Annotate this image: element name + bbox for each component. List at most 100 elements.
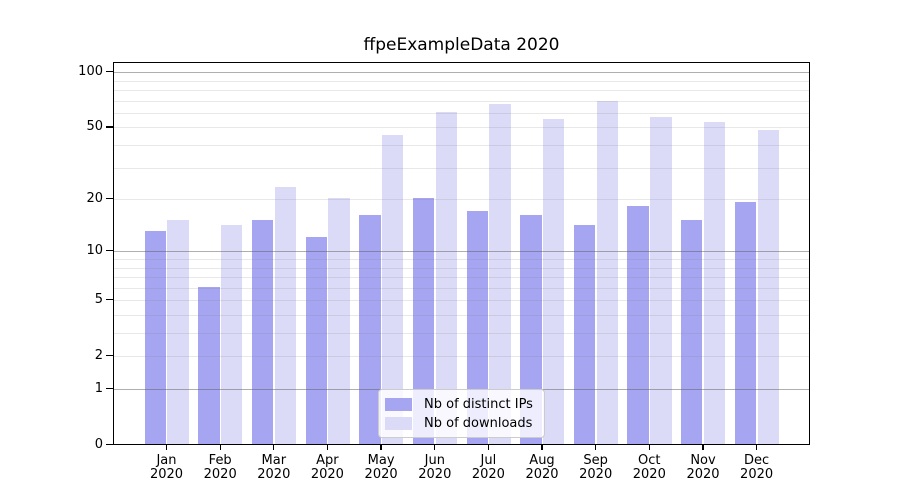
- x-tick-label-month: Feb: [208, 453, 232, 468]
- plot-area: [113, 62, 810, 445]
- gridline-minor: [114, 333, 809, 334]
- x-tick-label-jul: Jul 2020: [456, 454, 520, 481]
- x-tick-label-mar: Mar 2020: [242, 454, 306, 481]
- legend-item-downloads: Nb of downloads: [385, 414, 536, 433]
- x-tick-label-month: Sep: [583, 453, 608, 468]
- x-tick-label-jun: Jun 2020: [403, 454, 467, 481]
- chart-title: ffpeExampleData 2020: [363, 35, 560, 55]
- x-tick-label-feb: Feb 2020: [188, 454, 252, 481]
- bar-downloads-jan: [167, 220, 189, 444]
- y-tick: [106, 126, 113, 128]
- x-tick: [165, 445, 168, 450]
- gridline-major: [114, 72, 809, 74]
- x-tick: [380, 445, 382, 450]
- x-tick-label-year: 2020: [525, 466, 559, 482]
- x-tick-label-month: Mar: [261, 453, 287, 468]
- bar-distinct-ips-mar: [251, 220, 274, 444]
- x-tick-label-nov: Nov 2020: [671, 454, 735, 481]
- gridline-minor: [114, 167, 809, 169]
- gridline-minor: [114, 287, 809, 289]
- y-tick: [106, 250, 113, 252]
- bar-distinct-ips-nov: [681, 220, 703, 444]
- gridline-minor: [114, 259, 809, 260]
- x-tick: [595, 445, 597, 450]
- bar-downloads-nov: [703, 121, 726, 444]
- gridline-minor: [114, 100, 809, 102]
- y-tick: [106, 299, 113, 301]
- gridline-minor: [114, 277, 809, 278]
- x-tick-label-year: 2020: [632, 466, 666, 482]
- x-tick-label-month: Apr: [316, 453, 339, 468]
- x-tick: [326, 445, 329, 450]
- x-tick-label-jan: Jan 2020: [135, 454, 199, 481]
- x-tick-label-month: Nov: [690, 453, 716, 468]
- y-tick: [106, 387, 113, 390]
- x-tick-label-month: Jan: [156, 453, 177, 468]
- legend-label-downloads: Nb of downloads: [424, 416, 533, 431]
- x-tick-label-year: 2020: [471, 466, 505, 482]
- gridline-minor: [114, 112, 809, 114]
- y-tick-label: 5: [94, 291, 103, 307]
- bar-distinct-ips-jan: [144, 230, 166, 444]
- gridline-minor: [114, 145, 809, 146]
- x-tick-label-month: Aug: [529, 453, 555, 468]
- y-tick-label: 50: [86, 118, 103, 134]
- y-tick-label: 0: [94, 436, 103, 452]
- y-tick-label: 20: [86, 190, 103, 206]
- x-tick: [273, 445, 275, 450]
- y-tick: [106, 197, 113, 200]
- x-tick-label-month: Jun: [424, 453, 445, 468]
- bar-downloads-apr: [328, 198, 350, 444]
- x-tick: [541, 445, 543, 450]
- gridline-minor: [114, 356, 809, 358]
- bar-downloads-may: [382, 134, 404, 444]
- gridline-minor: [114, 315, 809, 316]
- y-tick: [106, 355, 113, 357]
- x-tick-label-may: May 2020: [349, 454, 413, 481]
- x-tick: [434, 445, 436, 450]
- y-tick-label: 2: [94, 347, 103, 363]
- bar-downloads-sep: [596, 100, 618, 444]
- gridline-minor: [114, 80, 809, 82]
- bar-distinct-ips-oct: [627, 206, 649, 444]
- x-tick-label-year: 2020: [310, 466, 344, 482]
- x-tick-label-year: 2020: [203, 466, 237, 482]
- x-tick-label-year: 2020: [257, 466, 291, 482]
- bar-downloads-aug: [542, 118, 565, 444]
- x-tick-label-month: Oct: [638, 453, 661, 468]
- bar-downloads-jul: [489, 104, 511, 444]
- y-tick-label: 1: [94, 380, 103, 396]
- bar-distinct-ips-may: [359, 215, 381, 444]
- legend: Nb of distinct IPs Nb of downloads: [378, 389, 545, 438]
- bar-distinct-ips-jul: [466, 210, 488, 444]
- x-tick: [487, 445, 490, 450]
- x-tick-label-sep: Sep 2020: [564, 454, 628, 481]
- bar-distinct-ips-apr: [305, 236, 327, 444]
- x-tick-label-month: Jul: [480, 453, 497, 468]
- bar-distinct-ips-feb: [198, 286, 220, 444]
- x-tick-label-year: 2020: [686, 466, 720, 482]
- x-tick-label-year: 2020: [418, 466, 452, 482]
- x-tick-label-month: May: [367, 453, 395, 468]
- x-tick: [702, 445, 704, 450]
- x-tick-label-apr: Apr 2020: [295, 454, 359, 481]
- gridline-minor: [114, 300, 809, 302]
- x-tick-label-year: 2020: [149, 466, 184, 482]
- legend-swatch-downloads: [385, 417, 412, 430]
- x-tick-label-year: 2020: [364, 466, 398, 482]
- bar-downloads-dec: [757, 129, 779, 444]
- y-tick-label: 100: [78, 63, 103, 79]
- x-tick: [648, 445, 650, 450]
- x-tick-label-month: Dec: [744, 453, 770, 468]
- legend-item-distinct-ips: Nb of distinct IPs: [385, 395, 536, 414]
- x-tick-label-aug: Aug 2020: [510, 454, 574, 481]
- bar-downloads-oct: [650, 117, 672, 444]
- bar-distinct-ips-dec: [734, 202, 757, 444]
- x-tick-label-year: 2020: [579, 466, 613, 482]
- x-tick-label-oct: Oct 2020: [617, 454, 681, 481]
- gridline-minor: [114, 90, 809, 91]
- y-tick: [106, 71, 113, 73]
- gridline-major: [114, 251, 809, 253]
- gridline-minor: [114, 267, 809, 269]
